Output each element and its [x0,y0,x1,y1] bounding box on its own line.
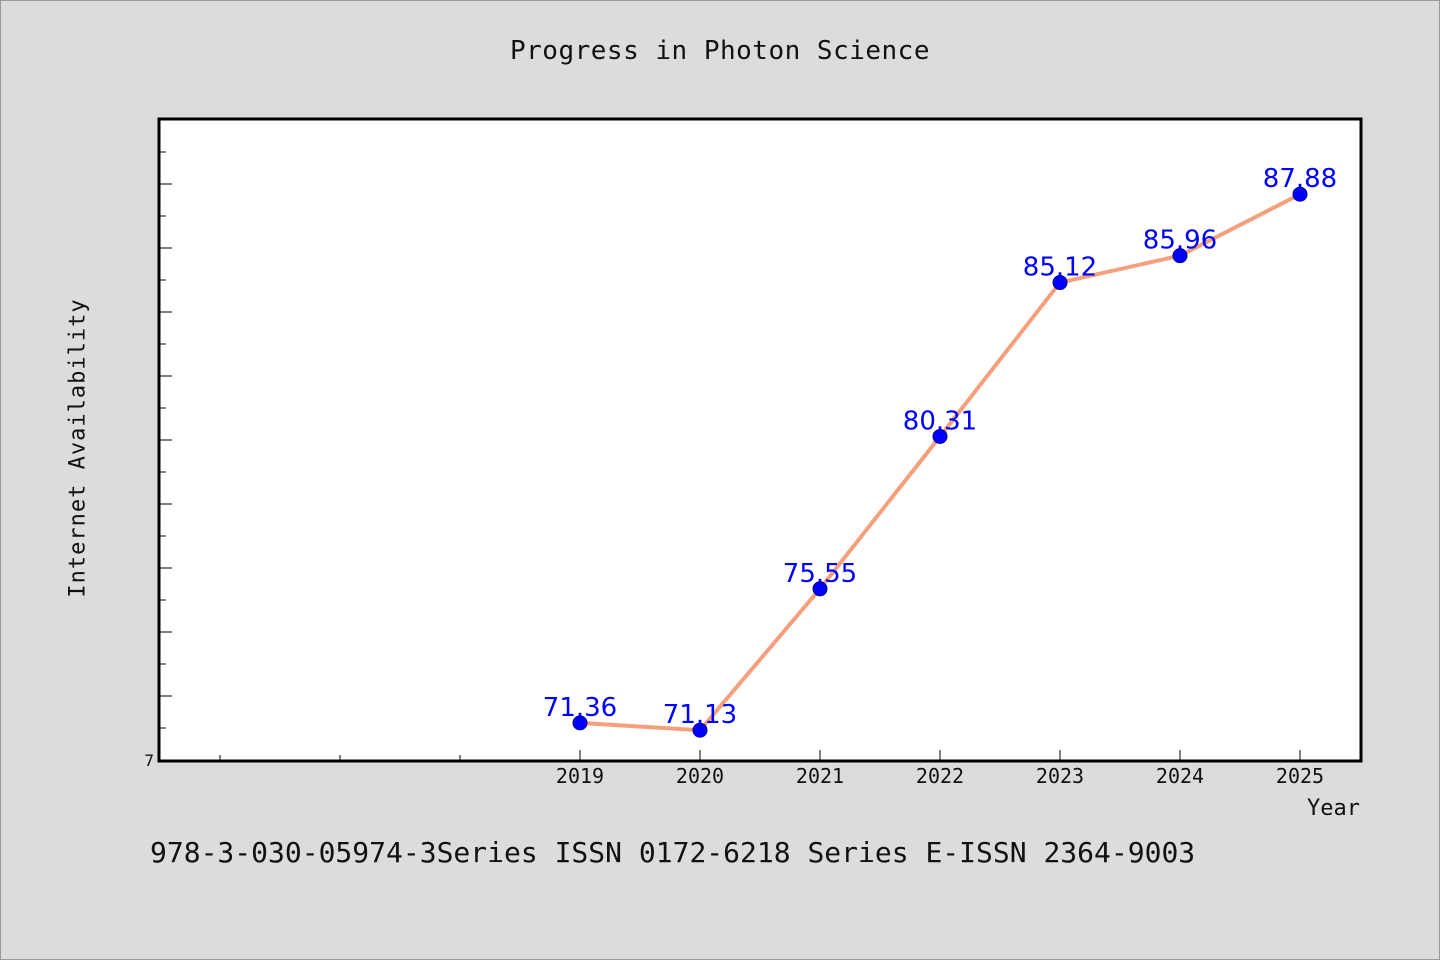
data-point [1292,186,1308,202]
data-point [692,722,708,738]
data-point [1052,275,1068,291]
y-tick-labels: 7 [144,751,154,770]
y-tick-label: 7 [144,751,154,770]
data-label: 85.96 [1143,226,1217,256]
data-point [932,428,948,444]
data-label: 80.31 [903,406,977,436]
data-point [1172,248,1188,264]
series-markers [572,186,1308,738]
data-label: 71.36 [543,693,617,723]
data-point [812,581,828,597]
x-tick-label: 2020 [676,764,724,788]
data-label: 75.55 [783,559,857,589]
data-labels: 71.36 71.13 75.55 80.31 85.12 85.96 87.88 [543,164,1337,730]
chart-title: Progress in Photon Science [510,36,930,66]
data-point [572,715,588,731]
x-tick-label: 2022 [916,764,964,788]
x-tick-labels: 2019 2020 2021 2022 2023 2024 2025 [556,764,1324,788]
x-tick-label: 2023 [1036,764,1084,788]
data-label: 85.12 [1023,253,1097,283]
axis-ticks [160,151,1301,761]
footer-text: 978-3-030-05974-3Series ISSN 0172-6218 S… [150,836,1196,869]
x-tick-label: 2021 [796,764,844,788]
x-axis-label: Year [1307,796,1360,821]
y-axis-label: Internet Availability [65,298,91,598]
data-label: 71.13 [663,700,737,730]
x-tick-label: 2019 [556,764,604,788]
x-tick-label: 2025 [1276,764,1324,788]
x-tick-label: 2024 [1156,764,1204,788]
data-label: 87.88 [1263,164,1337,194]
plot-area [157,117,1363,763]
